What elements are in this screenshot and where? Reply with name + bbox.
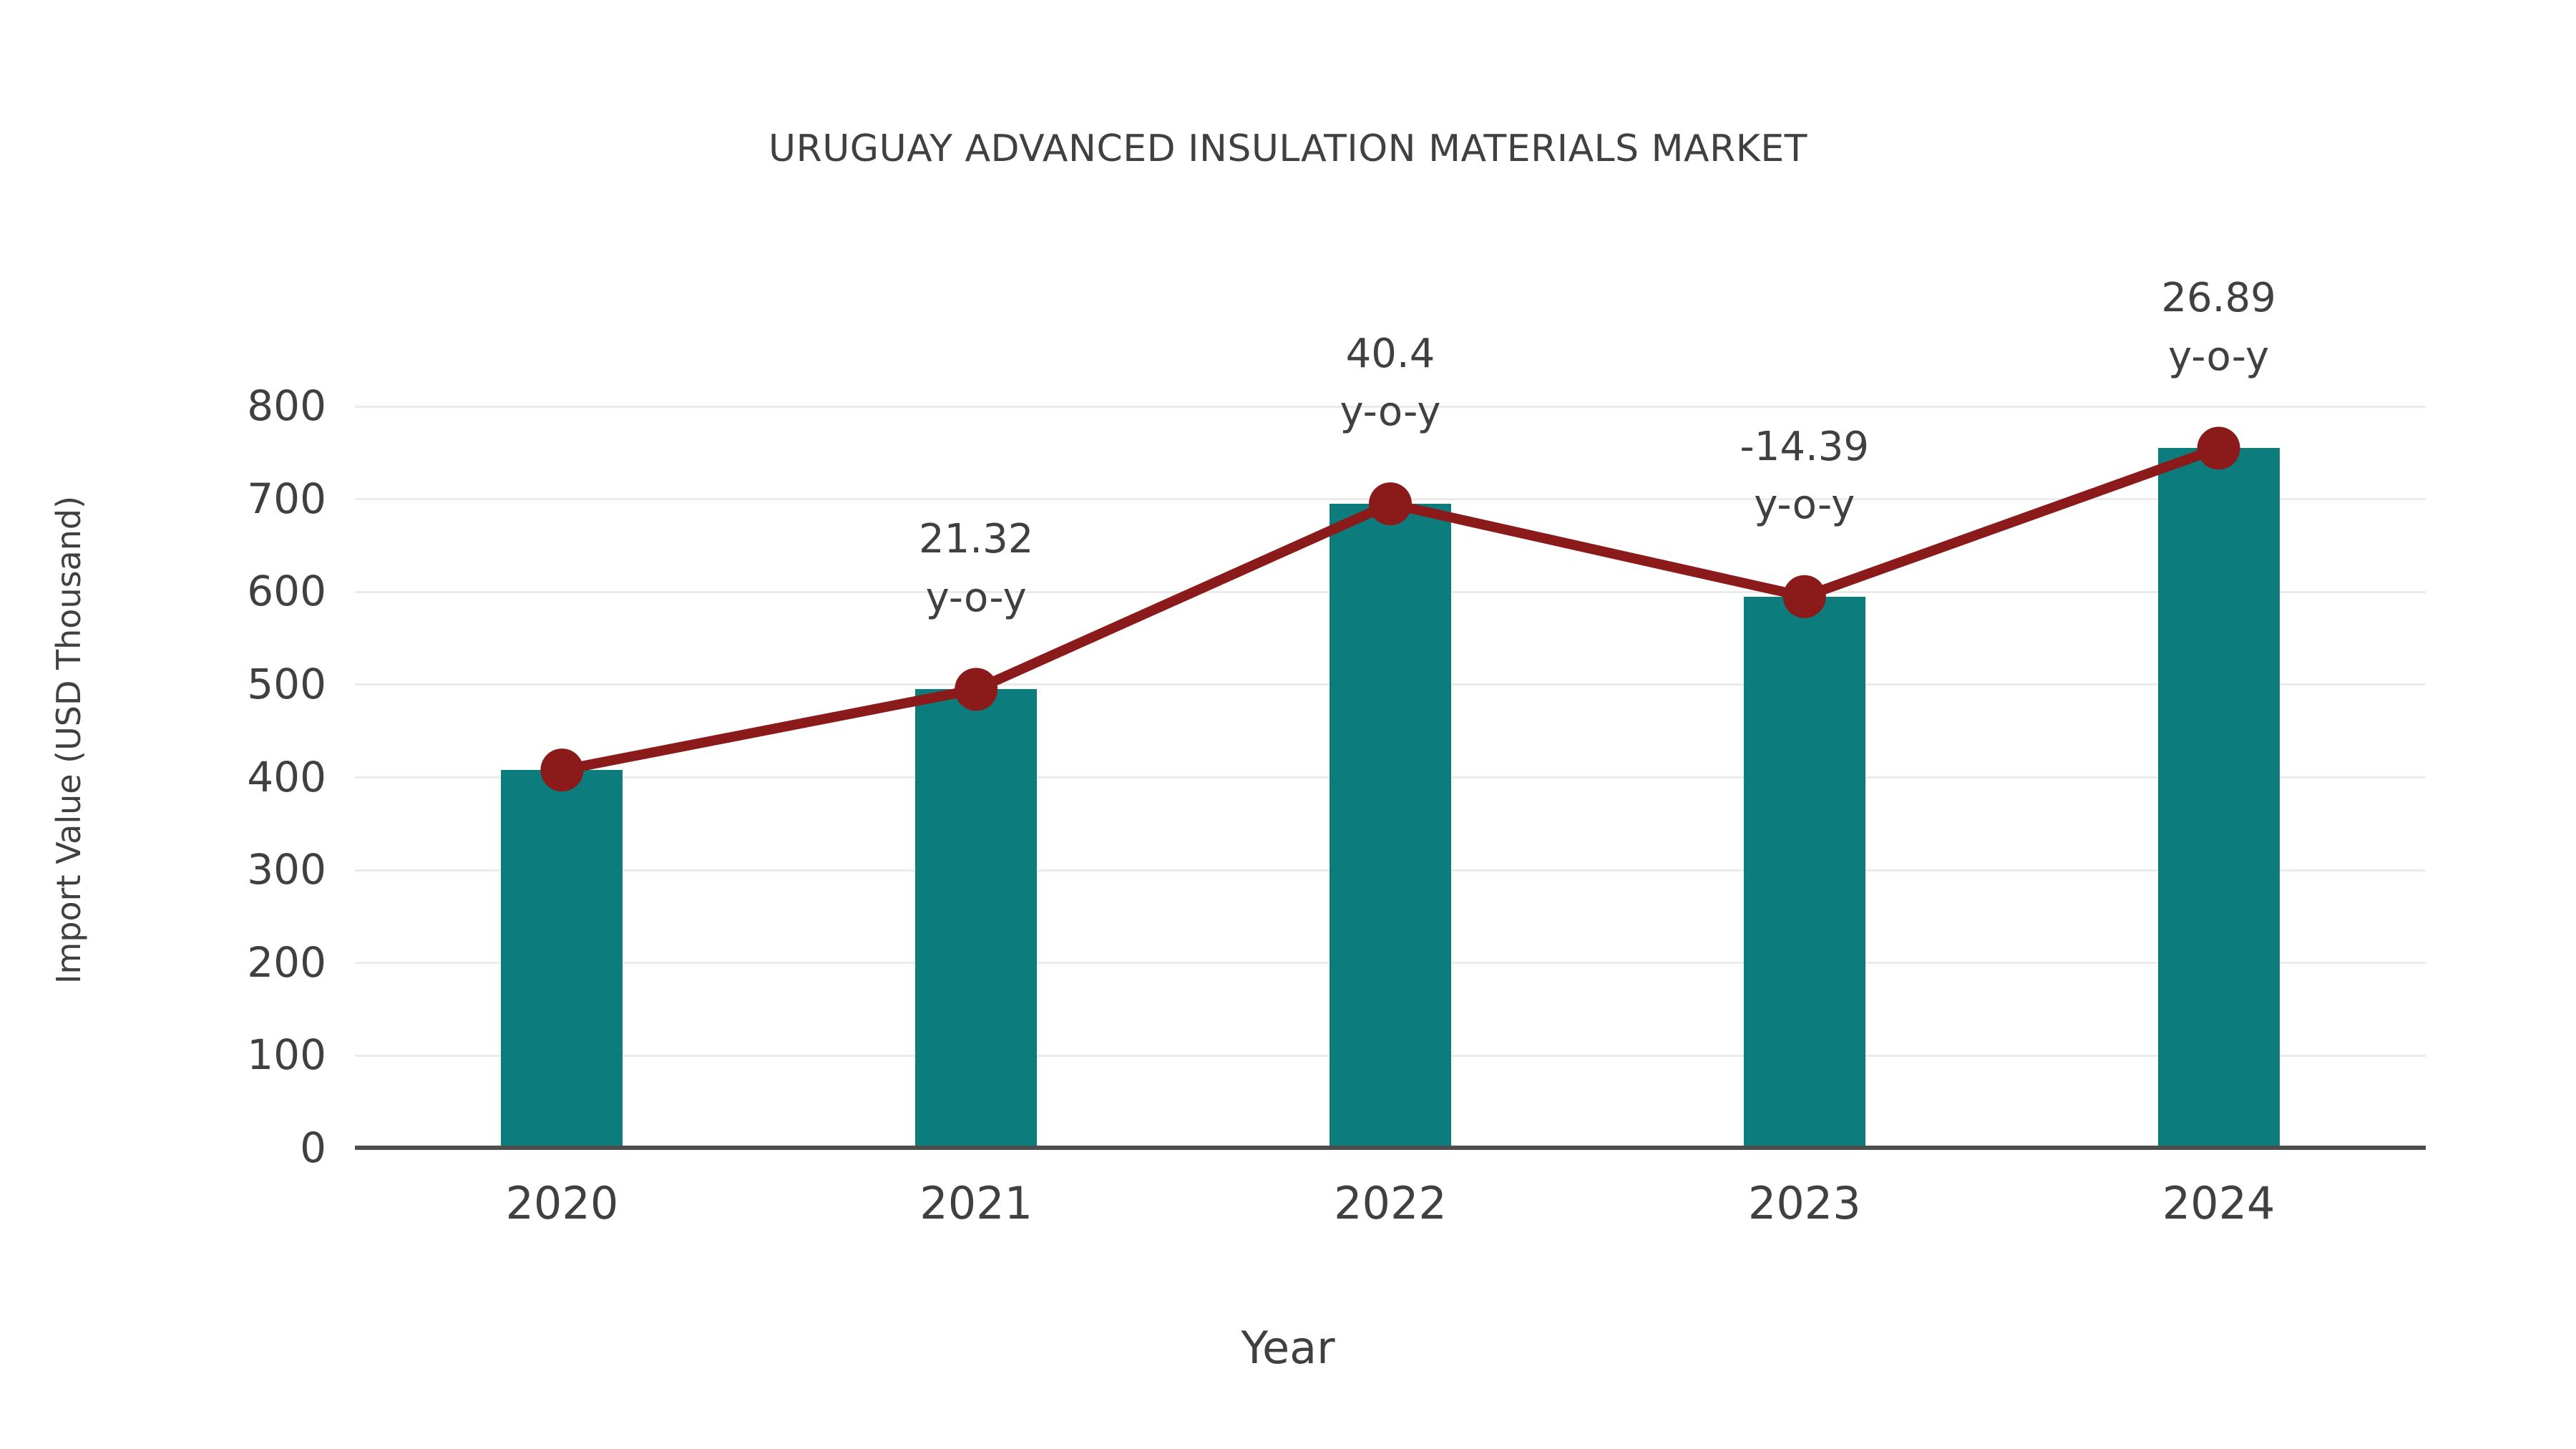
y-tick-label: 400 bbox=[247, 752, 326, 801]
bar bbox=[915, 689, 1038, 1148]
bar bbox=[501, 770, 623, 1148]
y-tick-label: 0 bbox=[300, 1123, 326, 1172]
x-tick-label: 2024 bbox=[2162, 1177, 2275, 1229]
annotation-label: -14.39 y-o-y bbox=[1640, 418, 1969, 534]
y-tick-label: 500 bbox=[247, 659, 326, 708]
annotation-label: 21.32 y-o-y bbox=[811, 510, 1141, 626]
annotation-unit: y-o-y bbox=[1754, 481, 1855, 528]
y-axis-title: Import Value (USD Thousand) bbox=[49, 495, 88, 985]
y-tick-label: 800 bbox=[247, 381, 326, 430]
x-axis-line bbox=[355, 1146, 2426, 1150]
annotation-value: 21.32 bbox=[919, 516, 1034, 563]
y-tick-label: 300 bbox=[247, 845, 326, 894]
x-axis-title: Year bbox=[1241, 1322, 1335, 1374]
annotation-value: -14.39 bbox=[1740, 423, 1870, 470]
y-tick-label: 700 bbox=[247, 474, 326, 523]
annotation-unit: y-o-y bbox=[1340, 389, 1441, 436]
annotation-label: 40.4 y-o-y bbox=[1226, 325, 1555, 441]
annotation-value: 26.89 bbox=[2161, 275, 2276, 322]
gridline bbox=[355, 498, 2426, 501]
annotation-value: 40.4 bbox=[1345, 331, 1435, 378]
bar bbox=[2157, 448, 2280, 1148]
y-tick-label: 100 bbox=[247, 1030, 326, 1080]
y-tick-label: 600 bbox=[247, 567, 326, 616]
chart-title: URUGUAY ADVANCED INSULATION MATERIALS MA… bbox=[769, 127, 1807, 170]
x-tick-label: 2023 bbox=[1747, 1177, 1861, 1229]
plot-area bbox=[355, 405, 2426, 1150]
x-tick-label: 2021 bbox=[919, 1177, 1033, 1229]
annotation-unit: y-o-y bbox=[2168, 333, 2270, 380]
annotation-label: 26.89 y-o-y bbox=[2054, 269, 2384, 385]
y-tick-label: 200 bbox=[247, 937, 326, 987]
bar bbox=[1743, 596, 1865, 1148]
x-tick-label: 2022 bbox=[1334, 1177, 1447, 1229]
bar bbox=[1330, 504, 1451, 1148]
x-tick-label: 2020 bbox=[505, 1177, 619, 1229]
annotation-unit: y-o-y bbox=[925, 574, 1027, 621]
gridline bbox=[355, 405, 2426, 408]
